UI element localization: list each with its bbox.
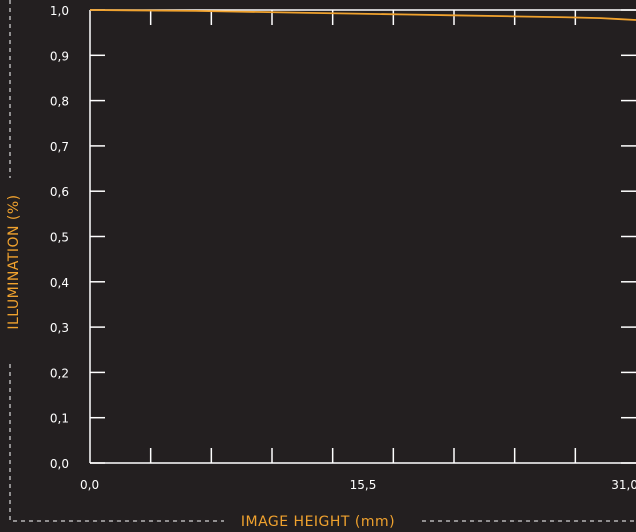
y-tick-label: 0,0 xyxy=(50,457,69,471)
y-tick-label: 0,2 xyxy=(50,366,69,380)
y-tick-label: 0,8 xyxy=(50,95,69,109)
y-tick-label: 0,1 xyxy=(50,412,69,426)
x-axis-title: IMAGE HEIGHT (mm) xyxy=(241,514,395,530)
y-tick-label: 0,4 xyxy=(50,276,69,290)
y-tick-label: 0,9 xyxy=(50,49,69,63)
x-tick-label: 0,0 xyxy=(80,478,99,492)
decorative-dashes xyxy=(9,0,636,522)
y-tick-label: 0,3 xyxy=(50,321,69,335)
x-tick-label: 15,5 xyxy=(350,478,377,492)
tick-labels: 0,0 0,1 0,2 0,3 0,4 0,5 0,6 0,7 0,8 0,9 1,0 0,0 15,5… xyxy=(50,4,636,492)
series-line xyxy=(89,9,636,21)
left-dash-bottom xyxy=(9,364,224,522)
y-tick-label: 0,5 xyxy=(50,231,69,245)
plot-area xyxy=(90,10,636,463)
y-tick-label: 0,7 xyxy=(50,140,69,154)
ticks xyxy=(90,9,636,464)
series xyxy=(89,9,636,21)
y-tick-label: 0,6 xyxy=(50,185,69,199)
x-tick-label: 31,0 xyxy=(611,478,636,492)
axis-titles: IMAGE HEIGHT (mm) ILLUMINATION (%) xyxy=(6,194,395,530)
y-axis-title: ILLUMINATION (%) xyxy=(6,194,22,329)
y-tick-label: 1,0 xyxy=(50,4,69,18)
